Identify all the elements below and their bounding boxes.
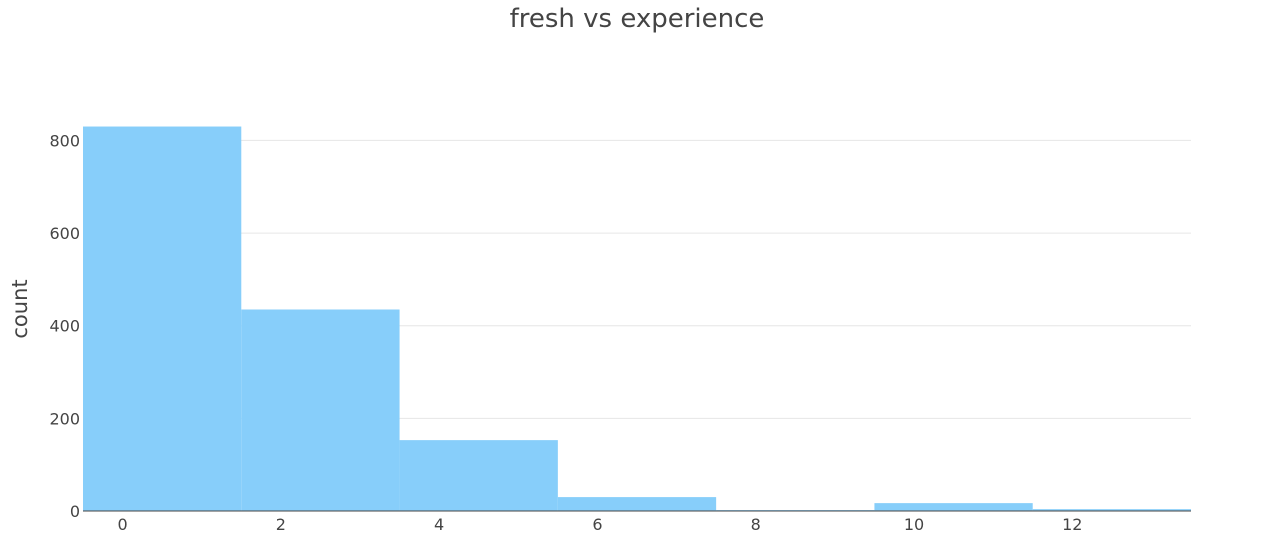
y-tick-label: 200 (49, 409, 80, 428)
histogram-bar (83, 126, 242, 511)
x-tick-labels: 0 2 4 6 8 10 12 (117, 515, 1082, 534)
chart-title: fresh vs experience (509, 4, 765, 34)
y-tick-label: 600 (49, 224, 80, 243)
x-tick-label: 8 (751, 515, 761, 534)
histogram-bar (241, 309, 400, 511)
x-tick-label: 2 (276, 515, 286, 534)
y-tick-label: 800 (49, 131, 80, 150)
y-tick-label: 400 (49, 317, 80, 336)
x-tick-label: 6 (592, 515, 602, 534)
bars (83, 126, 1191, 511)
histogram-bar (1032, 509, 1191, 511)
x-tick-label: 4 (434, 515, 444, 534)
x-tick-label: 12 (1062, 515, 1082, 534)
x-tick-label: 0 (117, 515, 127, 534)
y-tick-label: 0 (70, 502, 80, 521)
histogram-bar (557, 497, 717, 511)
x-tick-label: 10 (904, 515, 924, 534)
y-tick-labels: 0 200 400 600 800 (49, 131, 80, 521)
histogram-bar (399, 440, 558, 511)
histogram-bar (874, 503, 1033, 511)
